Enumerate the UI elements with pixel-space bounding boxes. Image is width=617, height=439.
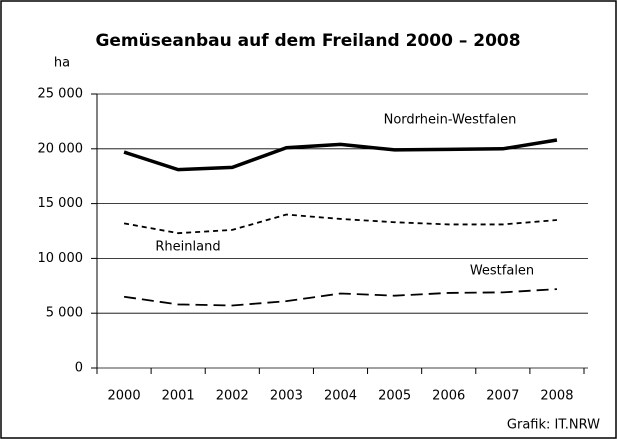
- x-tick-label: 2005: [378, 389, 411, 404]
- y-axis-label: ha: [54, 56, 70, 71]
- y-tick-label: 10 000: [38, 251, 84, 266]
- x-tick-label: 2004: [324, 389, 357, 404]
- y-tick-label: 0: [75, 361, 83, 376]
- x-tick-label: 2006: [432, 389, 465, 404]
- y-tick-label: 20 000: [38, 141, 84, 156]
- x-tick-label: 2000: [108, 389, 141, 404]
- x-tick-label: 2003: [270, 389, 303, 404]
- series-label: Nordrhein-Westfalen: [384, 113, 517, 128]
- chart-title: Gemüseanbau auf dem Freiland 2000 – 2008: [95, 31, 520, 51]
- source: Grafik: IT.NRW: [507, 418, 600, 433]
- y-tick-label: 25 000: [38, 87, 84, 102]
- series-label: Westfalen: [470, 264, 534, 279]
- series-line: [123, 288, 557, 307]
- y-tick-label: 5 000: [46, 306, 83, 321]
- y-tick-label: 15 000: [38, 196, 84, 211]
- x-tick-label: 2002: [216, 389, 249, 404]
- series-line: [123, 213, 558, 235]
- x-tick-label: 2007: [486, 389, 519, 404]
- x-tick-label: 2008: [540, 389, 573, 404]
- label-bg: [148, 237, 228, 257]
- series-line: [123, 138, 558, 172]
- x-tick-label: 2001: [162, 389, 195, 404]
- series-label: Rheinland: [155, 240, 220, 255]
